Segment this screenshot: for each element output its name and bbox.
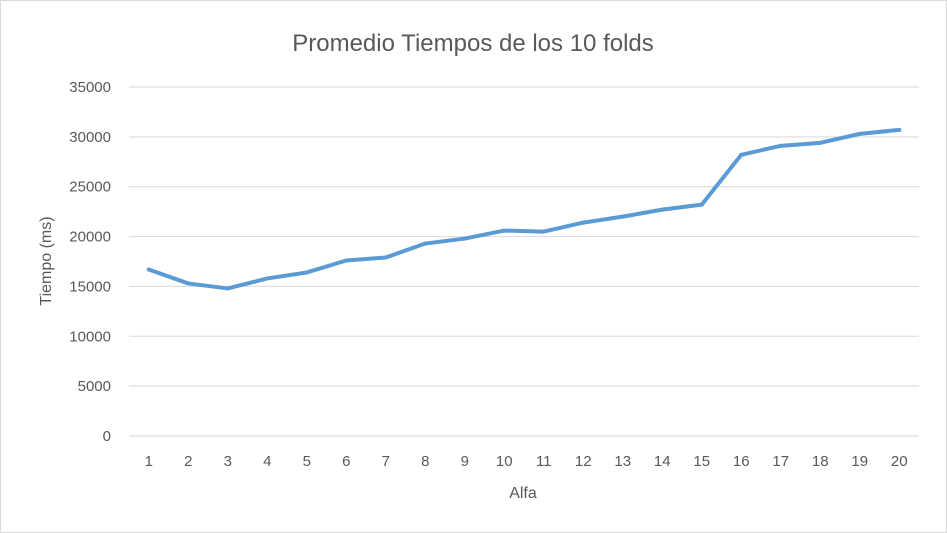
y-tick-label: 5000 xyxy=(78,378,111,395)
data-point xyxy=(699,202,704,207)
data-point xyxy=(344,258,349,263)
x-tick-label: 12 xyxy=(575,453,592,470)
x-tick-label: 1 xyxy=(145,453,153,470)
x-tick-label: 20 xyxy=(891,453,908,470)
x-tick-label: 4 xyxy=(263,453,271,470)
gridlines xyxy=(129,86,919,437)
data-point xyxy=(502,228,507,233)
data-point xyxy=(541,229,546,234)
data-point xyxy=(857,131,862,136)
data-point xyxy=(818,140,823,145)
x-tick-label: 5 xyxy=(303,453,311,470)
data-point xyxy=(265,276,270,281)
data-point xyxy=(225,286,230,291)
chart-title: Promedio Tiempos de los 10 folds xyxy=(292,30,654,57)
x-tick-label: 3 xyxy=(224,453,232,470)
data-point xyxy=(620,214,625,219)
x-tick-label: 8 xyxy=(421,453,429,470)
x-tick-label: 15 xyxy=(693,453,710,470)
x-tick-label: 7 xyxy=(382,453,390,470)
y-tick-label: 15000 xyxy=(69,278,111,295)
y-axis-ticks: 0 5000 10000 15000 20000 25000 30000 35000 xyxy=(69,79,111,445)
y-tick-label: 10000 xyxy=(69,328,111,345)
data-point xyxy=(146,267,151,272)
x-tick-label: 10 xyxy=(496,453,513,470)
x-axis-label: Alfa xyxy=(509,485,537,502)
series-layer xyxy=(146,127,902,291)
data-point xyxy=(739,152,744,157)
data-point xyxy=(186,281,191,286)
x-tick-label: 14 xyxy=(654,453,671,470)
x-tick-label: 2 xyxy=(184,453,192,470)
series-line xyxy=(146,127,902,291)
y-tick-label: 30000 xyxy=(69,129,111,146)
data-point xyxy=(581,220,586,225)
y-axis-label: Tiempo (ms) xyxy=(38,216,55,305)
data-point xyxy=(778,143,783,148)
data-point xyxy=(423,241,428,246)
y-tick-label: 0 xyxy=(103,428,111,445)
x-axis-ticks: 1 2 3 4 5 6 7 8 9 10 11 12 13 14 15 16 17 18 19 20 xyxy=(145,453,908,470)
x-tick-label: 18 xyxy=(812,453,829,470)
data-point xyxy=(304,270,309,275)
x-tick-label: 19 xyxy=(851,453,868,470)
x-tick-label: 13 xyxy=(614,453,631,470)
x-tick-label: 17 xyxy=(772,453,789,470)
x-tick-label: 9 xyxy=(461,453,469,470)
data-point xyxy=(660,207,665,212)
data-point xyxy=(462,236,467,241)
data-point xyxy=(897,127,902,132)
y-tick-label: 35000 xyxy=(69,79,111,96)
x-tick-label: 11 xyxy=(536,453,552,470)
y-tick-label: 20000 xyxy=(69,229,111,246)
data-point xyxy=(383,255,388,260)
x-tick-label: 16 xyxy=(733,453,750,470)
x-tick-label: 6 xyxy=(342,453,350,470)
y-tick-label: 25000 xyxy=(69,179,111,196)
